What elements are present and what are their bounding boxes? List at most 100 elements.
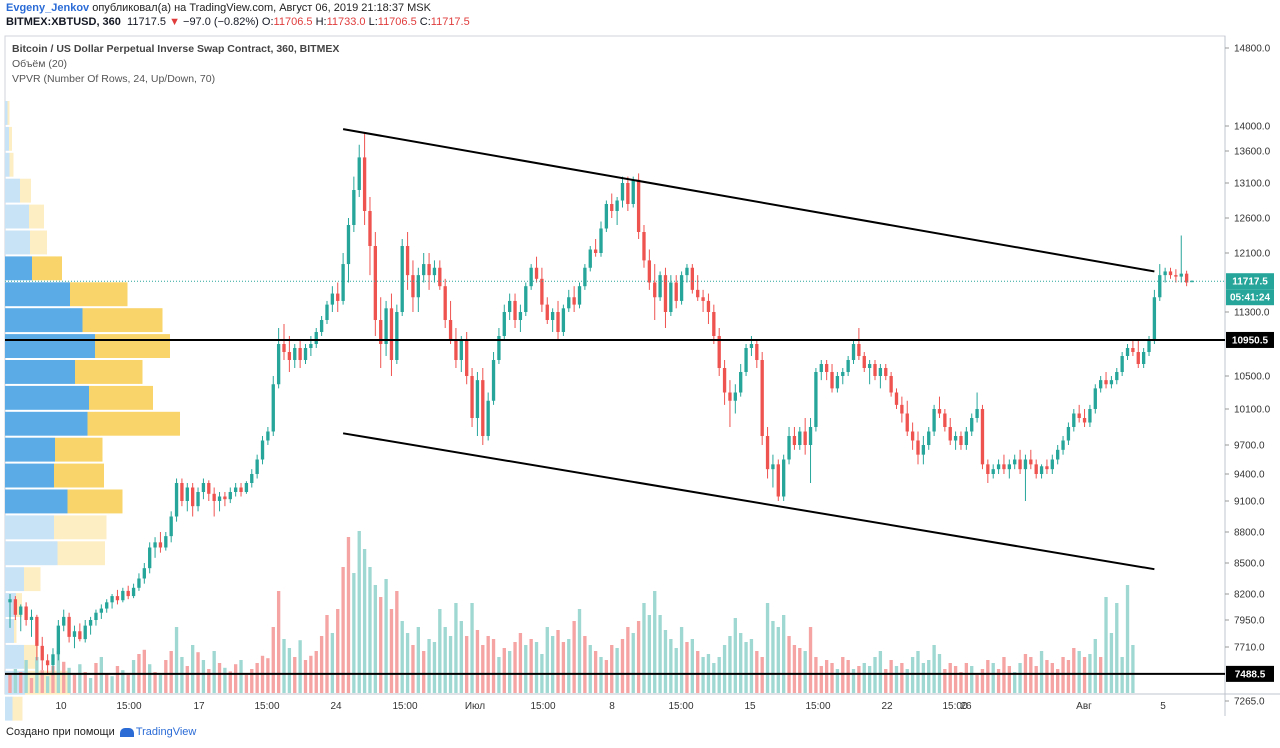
- time-tick-label: 15:00: [668, 701, 693, 712]
- close-label: C:: [419, 16, 431, 28]
- volume-bar: [803, 651, 807, 693]
- candle-body: [115, 596, 120, 601]
- candle-body: [325, 304, 329, 320]
- price-tick-label: 13600.0: [1234, 147, 1271, 158]
- volume-bar: [1018, 663, 1022, 693]
- author-name[interactable]: Evgeny_Jenkov: [6, 2, 90, 14]
- drawn-lines[interactable]: [5, 128, 1225, 675]
- vpvr-up-bar: [5, 282, 70, 307]
- candle-body: [121, 590, 125, 601]
- volume-bar: [932, 645, 936, 693]
- price-axis[interactable]: 14800.0 14000.0 13600.0 13100.0 12600.0 12100…: [1225, 44, 1271, 708]
- candle-body: [749, 344, 754, 348]
- candle-body: [900, 404, 904, 414]
- candle-body: [1056, 449, 1060, 460]
- volume-bar: [905, 669, 909, 693]
- volume-bar: [970, 666, 974, 693]
- time-axis[interactable]: 10 15:00 17 15:00 24 15:00 Июл 15:00 8 15:00 15 15:…: [55, 701, 1166, 712]
- candle-body: [771, 464, 775, 470]
- volume-bar: [696, 651, 700, 693]
- volume-bar: [631, 633, 635, 693]
- candle-body: [164, 536, 168, 548]
- tradingview-logo-icon: [119, 727, 134, 737]
- volume-bar: [217, 663, 222, 693]
- last-price-badge: 11717.5: [1232, 277, 1268, 288]
- symbol-name: BITMEX:XBTUSD, 360: [6, 16, 121, 28]
- candle-body: [1013, 459, 1017, 465]
- volume-bar: [357, 531, 361, 693]
- candle-body: [35, 616, 39, 646]
- volume-bar: [760, 657, 764, 693]
- candle-body: [873, 364, 877, 376]
- candle-body: [959, 436, 963, 445]
- candle-body: [755, 344, 759, 360]
- level-price-badge: 10950.5: [1232, 335, 1269, 346]
- candle-body: [615, 200, 619, 211]
- candlesticks: [8, 132, 1194, 675]
- volume-bar: [824, 660, 829, 693]
- candle-body: [932, 409, 936, 432]
- candle-body: [765, 436, 770, 470]
- volume-bar: [470, 603, 474, 693]
- volume-bar: [674, 648, 678, 693]
- volume-bar: [733, 618, 737, 693]
- time-tick-label: 15:00: [530, 701, 555, 712]
- candle-body: [13, 599, 18, 615]
- volume-bar: [83, 672, 87, 693]
- candle-body: [803, 431, 807, 445]
- candle-body: [986, 464, 990, 474]
- volume-bar: [1125, 585, 1130, 693]
- candle-body: [1007, 464, 1011, 470]
- volume-bar: [1077, 651, 1081, 693]
- candle-body: [604, 204, 609, 229]
- candle-body: [717, 336, 721, 368]
- volume-bar: [524, 645, 528, 693]
- candle-body: [733, 392, 737, 401]
- footer: Создано при помощи TradingView: [6, 726, 196, 738]
- candle-body: [653, 282, 657, 298]
- volume-bar: [459, 621, 463, 693]
- volume-bar: [830, 663, 834, 693]
- volume-bar: [298, 640, 302, 693]
- volume-bar: [352, 573, 356, 693]
- volume-bar: [835, 669, 840, 693]
- vpvr-up-bar: [5, 204, 29, 229]
- publish-text: опубликовал(а) на TradingView.com, Авгус…: [92, 2, 431, 14]
- time-tick-label: 26: [960, 701, 972, 712]
- price-tick-label: 8200.0: [1234, 590, 1265, 601]
- volume-bar: [663, 630, 668, 693]
- last-price-text: 11717.5: [127, 16, 166, 28]
- vpvr-up-bar: [5, 256, 32, 281]
- candle-body: [857, 344, 861, 356]
- volume-bar: [701, 657, 705, 693]
- candle-body: [1061, 440, 1065, 450]
- volume-bar: [808, 627, 813, 693]
- candle-body: [379, 320, 383, 344]
- candle-body: [475, 380, 480, 418]
- bar-countdown-badge: 05:41:24: [1230, 293, 1270, 304]
- volume-bar: [115, 666, 120, 693]
- volume-bar: [255, 663, 259, 693]
- volume-bar: [857, 666, 861, 693]
- candle-body: [739, 372, 743, 393]
- candle-body: [561, 308, 566, 332]
- volume-bar: [78, 664, 82, 693]
- volume-bar: [1082, 657, 1087, 693]
- candle-body: [642, 232, 646, 261]
- volume-bar: [916, 651, 920, 693]
- vpvr-up-bar: [5, 619, 14, 643]
- volume-bar: [1013, 672, 1017, 693]
- candle-body: [276, 344, 281, 385]
- volume-bar: [1120, 657, 1124, 693]
- volume-bar: [712, 663, 716, 693]
- volume-bar: [207, 669, 211, 693]
- footer-brand[interactable]: TradingView: [135, 726, 197, 738]
- candle-body: [389, 308, 394, 360]
- volume-bar: [604, 660, 609, 693]
- volume-bar: [1131, 645, 1135, 693]
- volume-bar: [411, 645, 415, 693]
- volume-bar: [185, 666, 189, 693]
- volume-bar: [561, 642, 566, 693]
- time-tick-label: 15: [744, 701, 756, 712]
